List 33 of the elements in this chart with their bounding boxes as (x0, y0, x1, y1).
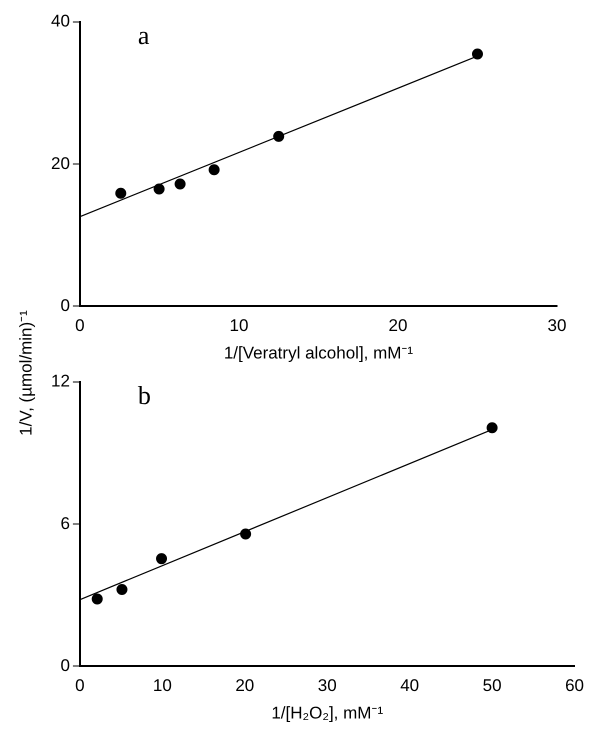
chart-title: b (138, 380, 151, 410)
x-axis-title: 1/[H₂O₂], mM⁻¹ (271, 703, 384, 722)
x-tick-label: 30 (318, 676, 337, 696)
y-tick-label: 40 (50, 12, 70, 31)
point (208, 164, 220, 176)
y-tick-label: 0 (60, 296, 70, 315)
x-tick-label: 50 (482, 676, 502, 696)
x-axis-title: 1/[Veratryl alcohol], mM⁻¹ (224, 343, 414, 362)
point (174, 178, 186, 190)
point (115, 188, 126, 199)
x-tick-label: 40 (400, 676, 420, 696)
x-tick-label: 10 (152, 676, 172, 696)
x-tick-label: 10 (229, 316, 248, 336)
point (486, 422, 498, 434)
x-tick-label: 30 (548, 316, 566, 336)
point (472, 48, 483, 60)
x-tick-label: 20 (235, 676, 254, 696)
y-tick-label: 12 (50, 372, 70, 391)
point (92, 593, 103, 604)
point (116, 584, 128, 595)
y-tick-label: 6 (60, 514, 70, 533)
x-tick-label: 60 (565, 676, 584, 696)
point (154, 183, 165, 194)
point (240, 528, 252, 540)
x-tick-label: 20 (388, 316, 408, 336)
y-tick-label: 0 (60, 656, 70, 675)
x-tick-label: 0 (75, 676, 85, 696)
x-tick-label: 0 (75, 316, 85, 336)
y-axis-title: 1/V, (µmol/min)⁻¹ (16, 310, 36, 436)
point (156, 553, 168, 564)
y-tick-label: 20 (50, 154, 70, 173)
point (273, 130, 284, 142)
chart-title: a (138, 20, 150, 50)
